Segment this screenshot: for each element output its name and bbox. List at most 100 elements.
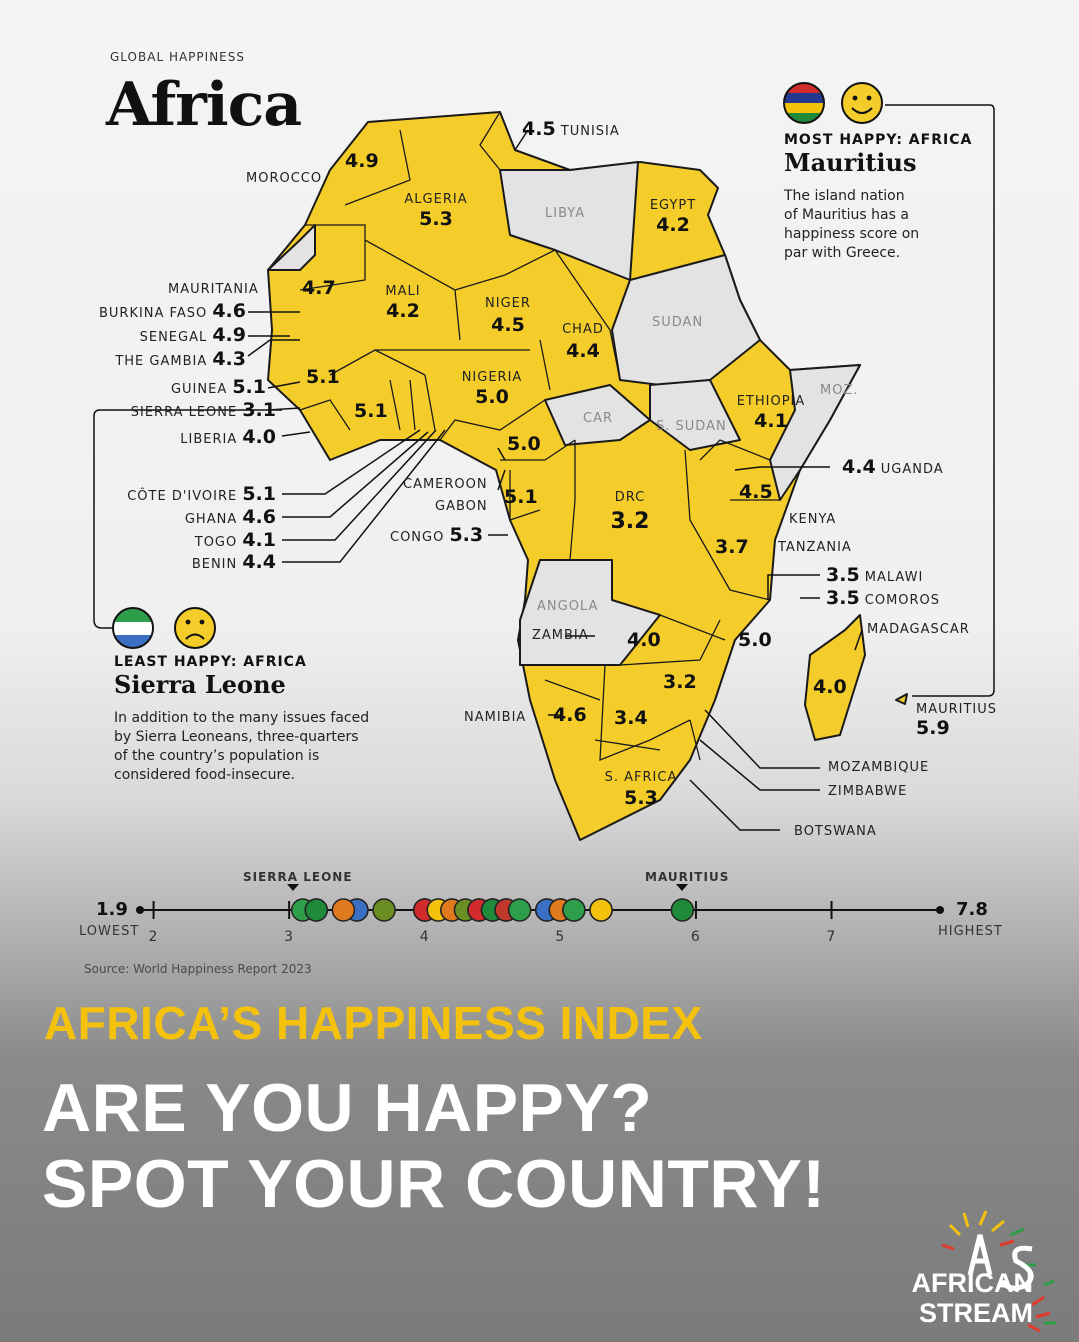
mozambique-map-value: 5.0 <box>738 629 772 651</box>
desc-line: The island nation <box>784 188 905 204</box>
namibia-map-value: 4.6 <box>553 704 587 726</box>
malawi-value: 3.5 <box>826 564 860 586</box>
guinea-map-value: 5.1 <box>306 366 340 388</box>
gabon-label: GABON <box>435 499 488 514</box>
leader-lines-east <box>514 129 863 831</box>
cameroon-label: CAMEROON <box>403 477 488 492</box>
least-happy-description: In addition to the many issues faced by … <box>114 709 414 785</box>
the-gambia-value: 4.3 <box>212 348 246 370</box>
desc-line: of the country’s population is <box>114 748 320 764</box>
guinea-callout: GUINEA 5.1 <box>40 376 266 398</box>
togo-value: 4.1 <box>242 529 276 551</box>
scale-low-label: LOWEST <box>79 924 140 939</box>
niger-name: NIGER <box>485 296 531 311</box>
drc-value: 3.2 <box>610 509 650 534</box>
scale-point-tanzania <box>372 898 396 922</box>
congo-callout: CONGO 5.3 <box>390 524 483 546</box>
most-happy-description: The island nation of Mauritius has a hap… <box>784 187 1034 263</box>
scale-tick-label: 4 <box>419 929 430 945</box>
headline-line3: SPOT YOUR COUNTRY! <box>42 1146 826 1222</box>
car-name: CAR <box>583 411 614 426</box>
mauritius-bracket <box>885 104 995 697</box>
angola-name: ANGOLA <box>537 599 599 614</box>
comoros-value: 3.5 <box>826 587 860 609</box>
africa-map <box>93 82 995 841</box>
s-africa-value: 5.3 <box>624 787 658 809</box>
least-happy-name: Sierra Leone <box>114 670 286 699</box>
drc-name: DRC <box>614 490 646 505</box>
sierra-leone-flag-icon <box>112 607 154 649</box>
mozambique-label: MOZAMBIQUE <box>828 760 930 775</box>
cote-divoire-value: 5.1 <box>242 483 276 505</box>
malawi-callout: 3.5 MALAWI <box>826 564 923 586</box>
burkina-map-value: 5.1 <box>354 400 388 422</box>
tunisia-label: TUNISIA <box>560 124 620 139</box>
scale-marker-right: MAURITIUS <box>645 870 730 884</box>
uganda-value: 4.4 <box>842 456 876 478</box>
chad-value: 4.4 <box>566 340 600 362</box>
kenya-label: KENYA <box>789 512 837 527</box>
zimbabwe-label: ZIMBABWE <box>828 784 908 799</box>
senegal-label: SENEGAL <box>139 330 208 345</box>
liberia-callout: LIBERIA 4.0 <box>40 426 276 448</box>
s-sudan-name: S. SUDAN <box>656 419 727 434</box>
mauritania-value: 4.7 <box>302 277 336 299</box>
sudan-name: SUDAN <box>652 315 704 330</box>
least-happy-panel: LEAST HAPPY: AFRICA Sierra Leone In addi… <box>114 654 414 785</box>
desc-line: par with Greece. <box>784 245 901 261</box>
happiness-scale <box>136 884 944 922</box>
benin-callout: BENIN 4.4 <box>40 551 276 573</box>
scale-tick-label: 6 <box>690 929 701 945</box>
egypt-value: 4.2 <box>656 214 690 236</box>
scale-point-s-africa <box>589 898 613 922</box>
uganda-label: UGANDA <box>880 462 944 477</box>
sierra-leone-callout: SIERRA LEONE 3.1 <box>40 399 276 421</box>
tanzania-label: TANZANIA <box>778 540 852 555</box>
desc-line: considered food-insecure. <box>114 767 295 783</box>
togo-callout: TOGO 4.1 <box>40 529 276 551</box>
namibia-label: NAMIBIA <box>464 710 527 725</box>
sierra-leone-bracket <box>93 409 282 629</box>
smiley-icon <box>841 82 883 124</box>
scale-high-dot <box>936 906 944 914</box>
senegal-value: 4.9 <box>212 324 246 346</box>
uganda-callout: 4.4 UGANDA <box>842 456 944 478</box>
algeria-value: 5.3 <box>419 208 453 230</box>
burkina-faso-value: 4.6 <box>212 300 246 322</box>
ghana-label: GHANA <box>184 512 238 527</box>
algeria-name: ALGERIA <box>404 192 468 207</box>
scale-low-dot <box>136 906 144 914</box>
s-africa-name: S. AFRICA <box>604 770 678 785</box>
mauritius-value: 5.9 <box>916 717 950 739</box>
brand-line2: STREAM <box>919 1298 1033 1328</box>
senegal-callout: SENEGAL 4.9 <box>40 324 246 346</box>
guinea-value: 5.1 <box>232 376 266 398</box>
most-happy-panel: MOST HAPPY: AFRICA Mauritius The island … <box>784 132 1034 263</box>
zimbabwe-map-value: 3.2 <box>663 671 697 693</box>
mauritania-label: MAURITANIA <box>168 282 259 297</box>
burkina-faso-label: BURKINA FASO <box>98 306 208 321</box>
scale-point-zimbabwe <box>304 898 329 922</box>
congo-value: 5.3 <box>449 524 484 546</box>
liberia-label: LIBERIA <box>180 432 238 447</box>
burkina-faso-callout: BURKINA FASO 4.6 <box>40 300 246 322</box>
guinea-label: GUINEA <box>170 382 228 397</box>
scale-point-botswana <box>331 898 356 922</box>
togo-label: TOGO <box>194 535 238 550</box>
frown-icon <box>174 607 216 649</box>
tunisia-callout: 4.5 TUNISIA <box>522 118 620 140</box>
libya-region <box>499 161 639 281</box>
sierra-leone-value: 3.1 <box>242 399 276 421</box>
brand-line1: AFRICAN <box>911 1268 1034 1298</box>
ghana-callout: GHANA 4.6 <box>40 506 276 528</box>
ghana-value: 4.6 <box>242 506 276 528</box>
african-stream-logo-icon <box>941 1210 1056 1333</box>
scale-tick-label: 3 <box>284 929 295 945</box>
sierra-leone-label: SIERRA LEONE <box>130 405 238 420</box>
libya-name: LIBYA <box>545 206 586 221</box>
malawi-label: MALAWI <box>864 570 924 585</box>
madagascar-label: MADAGASCAR <box>867 622 970 637</box>
tunisia-value: 4.5 <box>522 118 556 140</box>
morocco-value: 4.9 <box>345 150 379 172</box>
botswana-map-value: 3.4 <box>614 707 648 729</box>
